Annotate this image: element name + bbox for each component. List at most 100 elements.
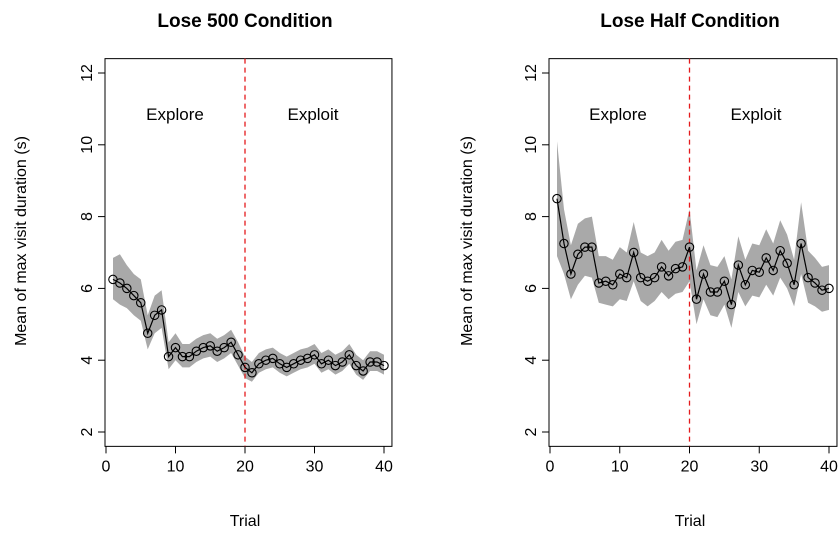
data-point xyxy=(365,357,375,367)
data-point xyxy=(691,294,702,304)
data-point xyxy=(344,350,354,360)
y-tick-label: 8 xyxy=(79,212,96,221)
data-point xyxy=(573,249,583,260)
data-point xyxy=(817,285,827,295)
x-tick-label: 0 xyxy=(102,458,111,475)
series-line xyxy=(556,198,830,305)
plot-frame xyxy=(104,58,393,447)
y-tick-label: 4 xyxy=(523,356,540,365)
y-tick-label: 4 xyxy=(79,356,96,365)
data-point xyxy=(358,366,368,376)
data-point xyxy=(552,193,562,204)
x-tick-label: 0 xyxy=(546,458,555,475)
data-point xyxy=(649,272,660,283)
data-point xyxy=(768,265,778,276)
data-point xyxy=(129,290,139,301)
data-point xyxy=(698,269,709,279)
data-point xyxy=(295,355,306,365)
data-point xyxy=(663,271,674,281)
y-axis-label: Mean of max visit duration (s) xyxy=(13,136,30,346)
confidence-band xyxy=(113,254,384,382)
data-point xyxy=(705,287,716,297)
data-point xyxy=(559,238,569,249)
data-point xyxy=(184,351,195,362)
data-point xyxy=(719,276,730,286)
data-point xyxy=(740,280,751,290)
data-point xyxy=(247,368,257,378)
x-tick-label: 30 xyxy=(306,458,324,475)
data-point xyxy=(233,350,243,360)
data-point xyxy=(789,280,799,290)
plot-area: 0 10 20 30 40 2 4 6 8 10 12 xyxy=(79,58,393,475)
chart-panel-lose-500: Lose 500 Condition Mean of max visit dur… xyxy=(13,11,393,530)
data-point xyxy=(761,253,771,263)
data-point xyxy=(323,355,334,365)
data-point xyxy=(149,310,160,321)
x-tick-label: 40 xyxy=(820,458,838,475)
data-point xyxy=(351,360,361,371)
chart-title: Lose Half Condition xyxy=(600,11,779,32)
data-point xyxy=(226,337,236,347)
plot-frame xyxy=(548,58,838,447)
data-point xyxy=(261,355,271,365)
data-point xyxy=(621,272,632,283)
data-point xyxy=(177,351,188,362)
data-point xyxy=(810,278,820,288)
data-point xyxy=(170,342,181,353)
x-tick-label: 10 xyxy=(611,458,629,475)
data-point xyxy=(628,247,639,258)
data-point xyxy=(796,238,806,249)
data-point xyxy=(205,341,216,351)
x-tick-label: 40 xyxy=(375,458,393,475)
region-label-exploit: Exploit xyxy=(730,105,781,124)
data-point xyxy=(733,260,744,270)
x-tick-label: 30 xyxy=(750,458,768,475)
data-point xyxy=(656,262,667,272)
data-point xyxy=(198,342,209,353)
region-label-explore: Explore xyxy=(146,105,204,124)
data-point xyxy=(379,360,389,371)
data-point xyxy=(115,278,125,288)
chart-panel-lose-half: Lose Half Condition Mean of max visit du… xyxy=(459,11,838,530)
confidence-band xyxy=(557,141,829,328)
data-point xyxy=(337,357,348,367)
data-point xyxy=(240,362,250,373)
data-point xyxy=(594,278,604,288)
y-tick-label: 6 xyxy=(79,284,96,293)
region-label-explore: Explore xyxy=(589,105,647,124)
x-tick-label: 20 xyxy=(236,458,254,475)
data-point xyxy=(580,242,590,252)
data-point xyxy=(754,267,764,277)
y-tick-label: 12 xyxy=(79,64,96,82)
y-tick-label: 10 xyxy=(523,136,540,154)
data-point xyxy=(156,305,167,315)
x-tick-label: 20 xyxy=(681,458,699,475)
plot-area: 0 10 20 30 40 2 4 6 8 10 12 xyxy=(523,58,838,475)
y-tick-label: 8 xyxy=(523,212,540,221)
data-point xyxy=(712,287,723,297)
data-point xyxy=(136,298,146,308)
data-point xyxy=(122,283,132,294)
y-tick-label: 10 xyxy=(79,136,96,154)
data-point xyxy=(219,342,229,353)
y-axis-label: Mean of max visit duration (s) xyxy=(459,136,476,346)
data-point xyxy=(684,242,695,252)
data-point xyxy=(782,258,792,269)
data-point xyxy=(142,328,153,339)
y-tick-label: 2 xyxy=(79,427,96,436)
y-tick-label: 6 xyxy=(523,284,540,293)
data-point xyxy=(824,283,834,294)
chart-title: Lose 500 Condition xyxy=(157,11,332,32)
x-axis-label: Trial xyxy=(675,513,706,530)
data-point xyxy=(677,262,688,272)
y-tick-label: 12 xyxy=(523,64,540,82)
y-tick-label: 2 xyxy=(523,427,540,436)
data-point xyxy=(566,269,576,279)
data-point xyxy=(163,351,174,362)
region-label-exploit: Exploit xyxy=(287,105,338,124)
data-point xyxy=(803,272,813,283)
data-point xyxy=(268,353,278,364)
data-point xyxy=(587,242,597,252)
data-point xyxy=(747,265,758,276)
